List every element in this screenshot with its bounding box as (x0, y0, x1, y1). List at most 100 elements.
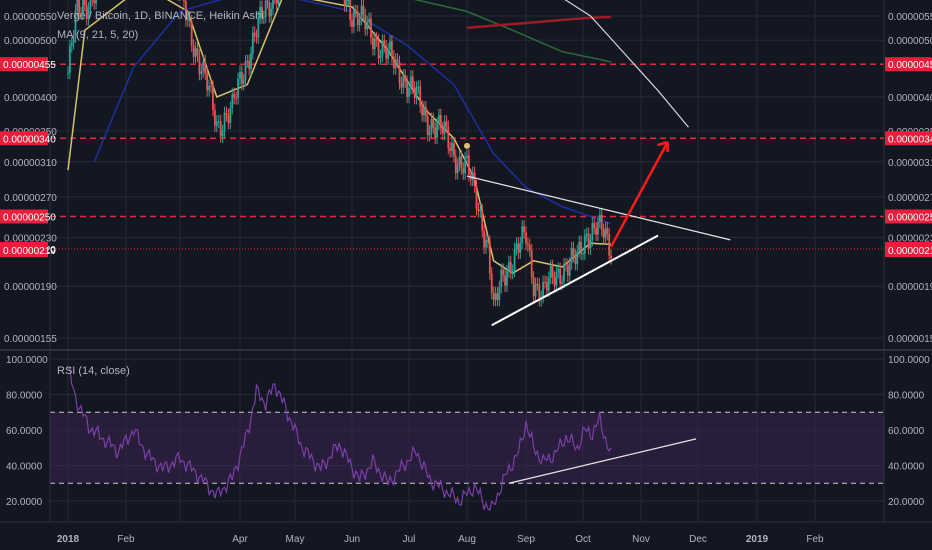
candle-body (240, 71, 243, 84)
candle-body (517, 243, 520, 253)
candle-body (481, 209, 484, 231)
level-label-box (0, 209, 48, 224)
candle-body (453, 143, 455, 157)
price-tick-label: 0.00000190 (888, 282, 932, 293)
candle-body (597, 221, 599, 235)
candle-body (485, 239, 487, 248)
candle-body (368, 18, 370, 22)
level-lines (50, 63, 884, 250)
candle-body (426, 115, 429, 136)
candle-body (223, 112, 226, 132)
candle-body (496, 293, 499, 300)
candle-body (398, 61, 401, 84)
price-tick-label: 0.00000500 (4, 36, 57, 47)
candle-body (572, 248, 575, 256)
candle-body (80, 13, 82, 15)
candle-body (188, 17, 191, 22)
candle-body (277, 0, 280, 4)
rsi-tick-label: 60.0000 (888, 426, 925, 437)
candle-body (585, 233, 588, 236)
candle-body (70, 43, 73, 47)
breakout-arrow-head (657, 140, 669, 153)
candle-body (487, 239, 489, 242)
candle-body (194, 48, 197, 57)
time-tick-label: Sep (517, 534, 535, 545)
candle-body (428, 131, 431, 136)
candle-body (213, 109, 216, 126)
ma-line (413, 0, 612, 63)
candle-body (538, 284, 541, 301)
candle-body (204, 61, 207, 74)
time-axis: 2018 Feb Apr May Jun Jul Aug Sep Oct Nov Dec 2019 Fe… (57, 534, 824, 545)
candle-body (402, 75, 405, 88)
time-tick-label: May (286, 534, 305, 545)
candle-body (259, 6, 262, 18)
candle-body (443, 121, 446, 134)
candle-body (406, 81, 408, 97)
candle-body (595, 227, 597, 235)
rsi-tick-label: 80.0000 (888, 391, 925, 402)
rsi-band (50, 412, 884, 484)
candle-body (186, 17, 189, 21)
candle-body (589, 240, 592, 249)
candle-body (83, 0, 86, 6)
candle-body (373, 38, 376, 50)
candle-body (76, 0, 79, 11)
candle-body (530, 250, 533, 278)
indicator-label: MA (9, 21, 5, 20) (57, 29, 138, 41)
candle-body (519, 243, 522, 253)
candle-body (82, 0, 84, 14)
candle-body (475, 186, 478, 210)
candle-body (432, 118, 435, 128)
candle-body (494, 293, 497, 300)
candle-body (210, 85, 212, 87)
candle-body (464, 157, 467, 174)
candle-body (598, 214, 601, 222)
candle-body (248, 60, 251, 70)
candle-body (454, 156, 457, 174)
candle-body (449, 148, 452, 152)
candle-body (375, 38, 378, 41)
rsi-tick-label: 80.0000 (6, 391, 43, 402)
candle-body (255, 35, 258, 38)
candle-body (502, 269, 505, 276)
level-label-box (0, 243, 48, 258)
candle-body (471, 172, 474, 180)
candle-body (436, 123, 438, 138)
candle-body (458, 156, 461, 165)
price-axis-left: 0.000005500.000005000.000004000.00000350… (0, 12, 57, 345)
drawings (464, 140, 731, 327)
candle-body (534, 283, 537, 297)
candle-body (578, 241, 581, 252)
candle-body (551, 266, 554, 278)
time-tick-label: 2018 (57, 534, 80, 545)
rsi-tick-label: 40.0000 (888, 462, 925, 473)
breakout-arrow (609, 141, 669, 248)
candle-body (261, 6, 263, 18)
candle-body (387, 49, 389, 59)
candle-body (532, 277, 535, 297)
time-tick-label: Feb (117, 534, 135, 545)
level-label-box (885, 131, 932, 146)
candle-body (498, 287, 501, 300)
candle-body (184, 1, 187, 21)
level-label: 0.00000455 (3, 60, 56, 71)
candle-body (557, 268, 560, 273)
time-tick-label: Aug (458, 534, 476, 545)
candle-body (468, 155, 470, 176)
candle-body (565, 264, 567, 266)
candle-body (78, 0, 81, 14)
time-tick-label: Apr (232, 534, 248, 545)
candle-body (237, 78, 239, 99)
candle-body (411, 76, 414, 88)
candle-body (423, 107, 425, 116)
candle-body (462, 168, 465, 174)
price-tick-label: 0.00000155 (888, 334, 932, 345)
candle-body (68, 46, 71, 73)
candle-body (262, 16, 265, 18)
candle-body (392, 56, 395, 69)
candle-body (574, 255, 577, 264)
ma-line (466, 15, 612, 30)
candle-body (570, 248, 573, 264)
